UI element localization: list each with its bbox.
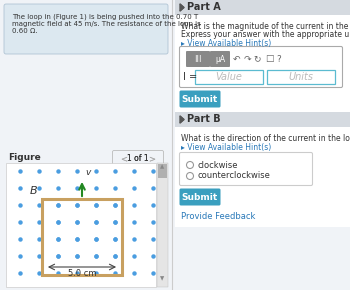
FancyBboxPatch shape <box>180 90 220 108</box>
Circle shape <box>187 162 194 168</box>
Text: What is the direction of the current in the loop?: What is the direction of the current in … <box>181 134 350 143</box>
Text: 1 of 1: 1 of 1 <box>127 154 149 163</box>
Bar <box>157 163 168 287</box>
Text: Value: Value <box>216 72 243 82</box>
Polygon shape <box>180 4 184 11</box>
Text: >: > <box>148 154 155 163</box>
Text: 0.60 Ω.: 0.60 Ω. <box>12 28 38 34</box>
Text: magnetic field at 45 m/s. The resistance of the loop is: magnetic field at 45 m/s. The resistance… <box>12 21 201 27</box>
Text: ▸ View Available Hint(s): ▸ View Available Hint(s) <box>181 39 271 48</box>
Bar <box>158 164 167 178</box>
Text: Figure: Figure <box>8 153 41 162</box>
FancyBboxPatch shape <box>186 51 210 67</box>
Text: Submit: Submit <box>182 193 218 202</box>
Text: Part A: Part A <box>187 3 221 12</box>
Text: clockwise: clockwise <box>197 160 238 169</box>
FancyBboxPatch shape <box>180 188 220 206</box>
Bar <box>175 15 350 122</box>
Text: Provide Feedback: Provide Feedback <box>181 212 256 221</box>
Text: I =: I = <box>183 72 197 82</box>
Bar <box>175 112 350 127</box>
Text: What is the magnitude of the current in the loop?: What is the magnitude of the current in … <box>181 22 350 31</box>
Text: ?: ? <box>276 55 281 64</box>
Text: ▼: ▼ <box>160 276 164 281</box>
Text: 1 of 1: 1 of 1 <box>127 154 149 163</box>
Text: Part B: Part B <box>187 115 220 124</box>
Text: ▲: ▲ <box>160 164 164 169</box>
Text: <: < <box>120 154 127 163</box>
Bar <box>42 199 122 275</box>
Text: counterclockwise: counterclockwise <box>197 171 270 180</box>
Text: □: □ <box>265 55 273 64</box>
Text: <: < <box>120 154 127 163</box>
Text: μA: μA <box>215 55 225 64</box>
Text: ↻: ↻ <box>253 55 261 64</box>
Text: |||: ||| <box>194 55 202 63</box>
Text: Submit: Submit <box>182 95 218 104</box>
Text: 5.0 cm: 5.0 cm <box>68 269 96 278</box>
Text: ↶: ↶ <box>233 55 241 64</box>
Text: v: v <box>85 168 90 177</box>
Text: >: > <box>148 154 155 163</box>
Text: Units: Units <box>288 72 314 82</box>
FancyBboxPatch shape <box>210 51 230 67</box>
Text: The loop in (Figure 1) is being pushed into the 0.70 T: The loop in (Figure 1) is being pushed i… <box>12 14 198 21</box>
FancyBboxPatch shape <box>4 4 168 54</box>
Bar <box>175 0 350 15</box>
FancyBboxPatch shape <box>180 46 343 88</box>
Text: ▸ View Available Hint(s): ▸ View Available Hint(s) <box>181 143 271 152</box>
Circle shape <box>187 173 194 180</box>
Bar <box>195 70 263 84</box>
Bar <box>175 127 350 227</box>
Text: Express your answer with the appropriate units.: Express your answer with the appropriate… <box>181 30 350 39</box>
Polygon shape <box>180 116 184 123</box>
Text: B: B <box>30 186 38 196</box>
Bar <box>267 70 335 84</box>
FancyBboxPatch shape <box>180 153 313 186</box>
Bar <box>6 163 156 287</box>
FancyBboxPatch shape <box>112 151 163 166</box>
Text: ↷: ↷ <box>243 55 251 64</box>
